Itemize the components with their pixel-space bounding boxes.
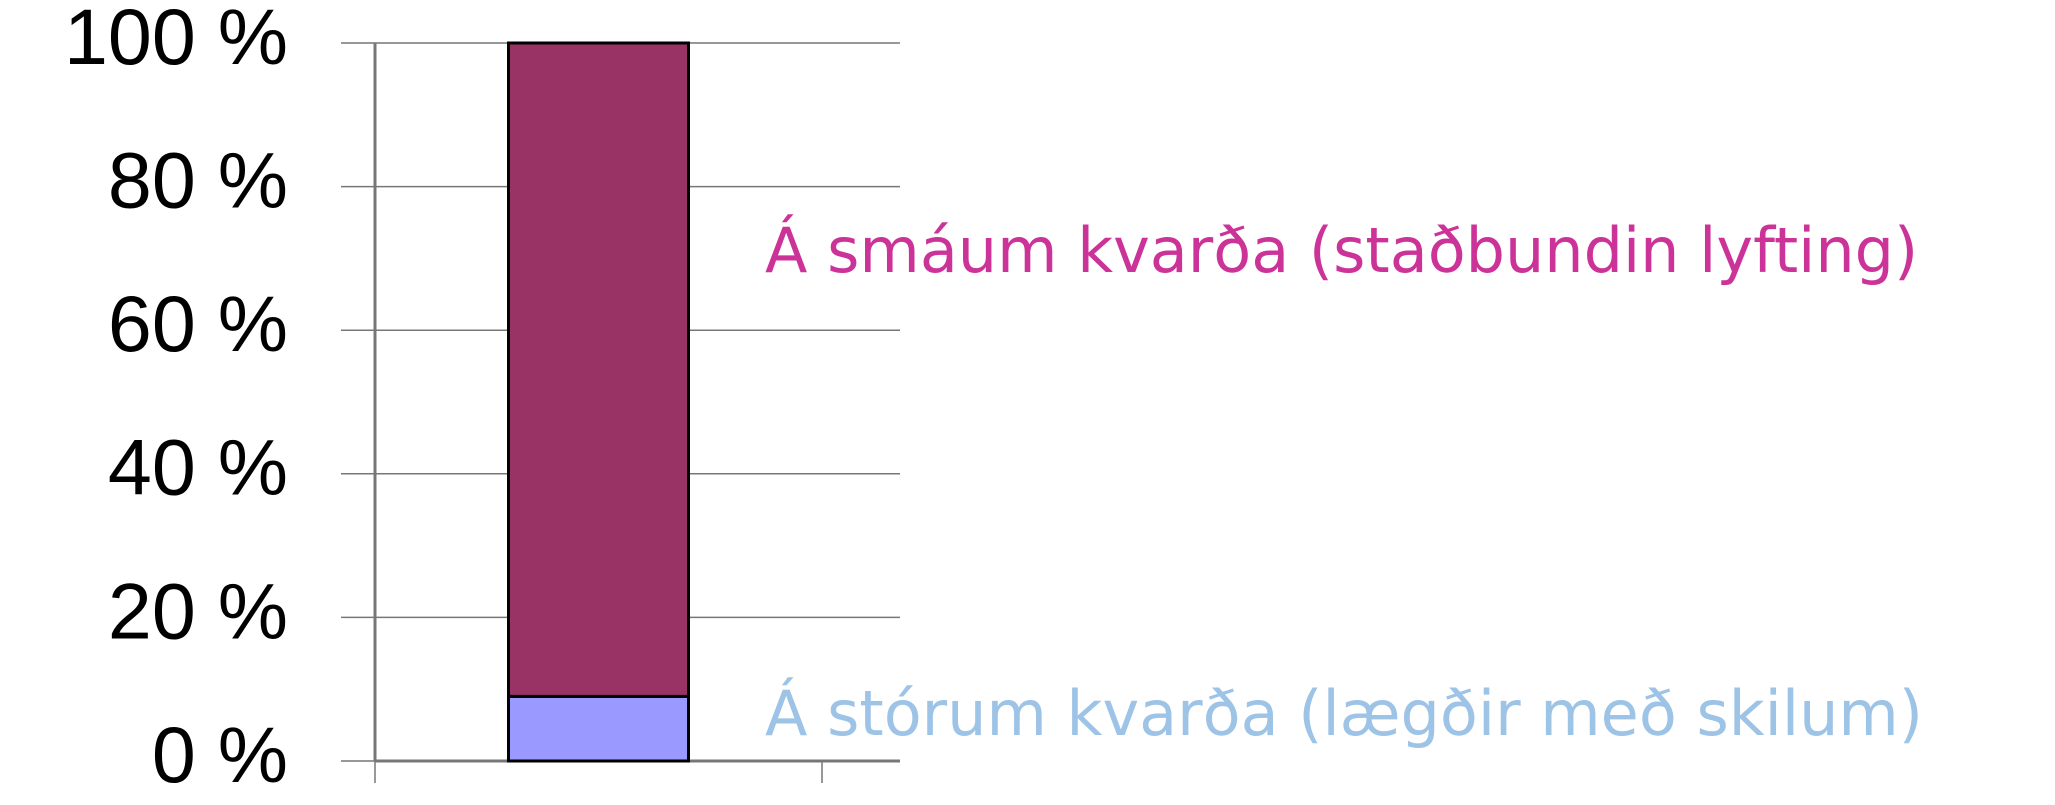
- series-label: Á stórum kvarða (lægðir með skilum): [765, 676, 1923, 750]
- y-tick-label: 80 %: [108, 135, 288, 224]
- y-tick-label: 20 %: [108, 566, 288, 655]
- y-tick-label: 40 %: [108, 423, 288, 512]
- y-tick-label: 100 %: [64, 0, 288, 81]
- bar-segment: [507, 41, 690, 698]
- y-tick-label: 0 %: [152, 710, 288, 799]
- series-label: Á smáum kvarða (staðbundin lyfting): [765, 213, 1918, 287]
- bar-segment: [507, 694, 690, 763]
- y-tick-label: 60 %: [108, 279, 288, 368]
